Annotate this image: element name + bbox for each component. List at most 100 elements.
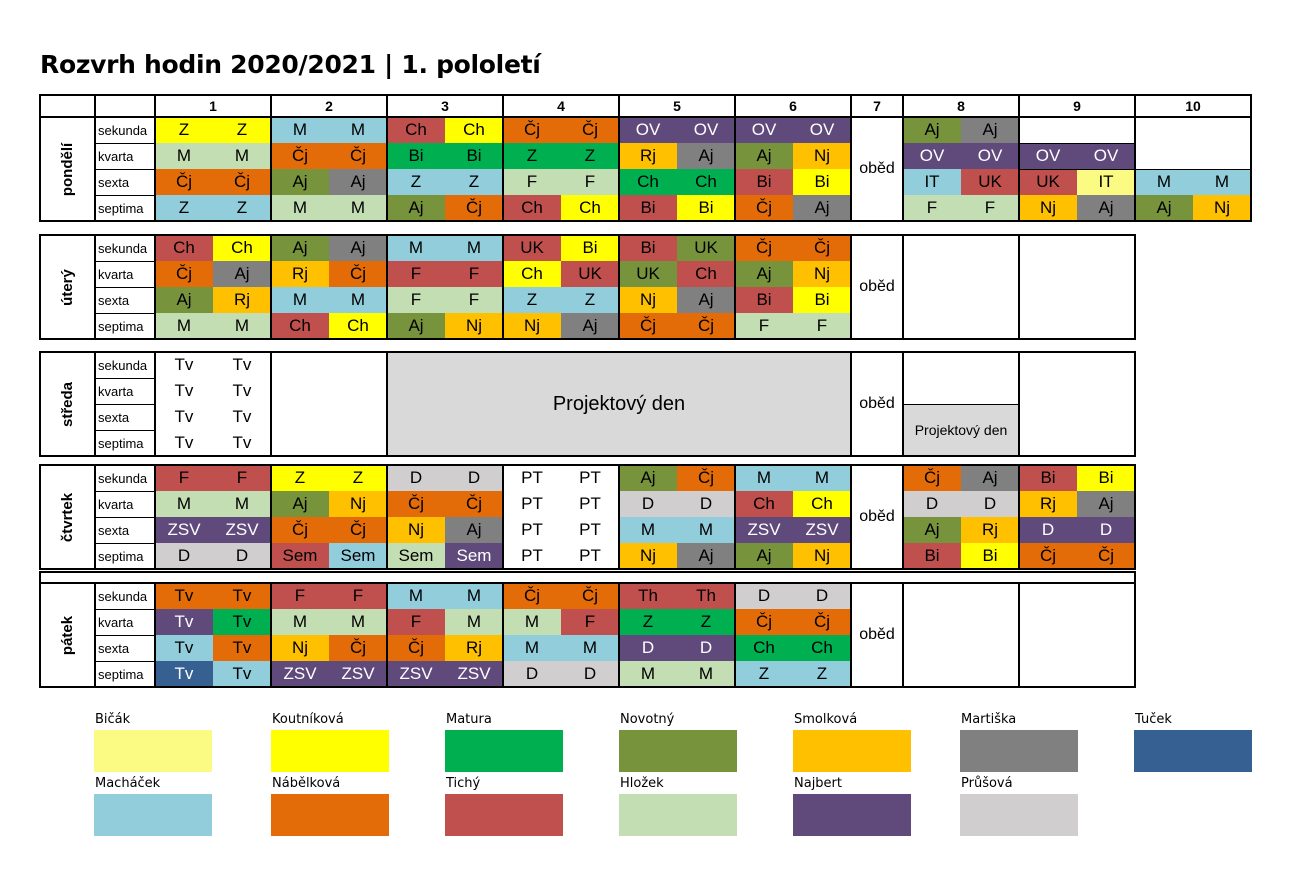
lesson-cell: Z: [503, 143, 561, 169]
class-label: septima: [98, 548, 144, 564]
lesson-cell: Nj: [387, 517, 445, 543]
lesson-cell: M: [387, 235, 445, 261]
lesson-cell: Nj: [1193, 195, 1251, 221]
lesson-cell: Z: [445, 169, 503, 195]
lesson-cell: PT: [503, 491, 561, 517]
class-label: sekunda: [98, 122, 148, 138]
lesson-cell: M: [213, 313, 271, 339]
grid-line: [95, 169, 155, 170]
lesson-cell: Ch: [271, 313, 329, 339]
grid-line: [618, 234, 620, 340]
day-label-text: úterý: [59, 268, 76, 306]
lesson-cell: Bi: [387, 143, 445, 169]
day-label-text: středa: [59, 381, 76, 427]
lesson-cell: Tv: [155, 635, 213, 661]
lesson-cell: ZSV: [329, 661, 387, 687]
legend-teacher-name: Hložek: [620, 776, 664, 791]
lesson-cell: Ch: [735, 491, 793, 517]
period-header-8: 8: [957, 98, 965, 114]
class-label: sexta: [98, 174, 130, 190]
lesson-cell: Rj: [213, 287, 271, 313]
grid-line: [95, 261, 155, 262]
grid-line: [39, 94, 41, 118]
lunch-cell: oběd: [859, 278, 895, 295]
grid-line: [618, 582, 620, 688]
lunch-cell: oběd: [859, 508, 895, 525]
lesson-cell: Bi: [677, 195, 735, 221]
lesson-cell: PT: [561, 465, 619, 491]
lesson-cell: D: [155, 543, 213, 569]
lesson-cell: F: [793, 313, 851, 339]
lesson-cell: Th: [619, 583, 677, 609]
lesson-cell: PT: [561, 517, 619, 543]
lesson-cell: M: [155, 491, 213, 517]
lesson-cell: D: [1077, 517, 1135, 543]
lesson-cell: Sem: [387, 543, 445, 569]
lesson-cell: Rj: [961, 517, 1019, 543]
legend-color-swatch: [619, 730, 737, 772]
lesson-cell: UK: [1019, 169, 1077, 195]
grid-line: [40, 351, 1136, 353]
lesson-cell: Tv: [155, 404, 213, 430]
legend-teacher-name: Bičák: [95, 712, 131, 727]
grid-line: [95, 378, 155, 379]
lesson-cell: ZSV: [793, 517, 851, 543]
lesson-cell: D: [793, 583, 851, 609]
grid-line: [270, 464, 272, 570]
grid-line: [734, 234, 736, 340]
legend-color-swatch: [960, 730, 1078, 772]
lesson-cell: ZSV: [155, 517, 213, 543]
grid-line: [850, 116, 852, 222]
legend-teacher-name: Najbert: [794, 776, 842, 791]
grid-line: [40, 116, 1252, 118]
grid-line: [903, 404, 1019, 405]
legend-teacher-name: Smolková: [794, 712, 858, 727]
grid-line: [734, 464, 736, 570]
class-label: kvarta: [98, 266, 134, 282]
lesson-cell: Tv: [155, 609, 213, 635]
grid-line: [502, 582, 504, 688]
grid-line: [1018, 94, 1020, 118]
lesson-cell: Bi: [793, 287, 851, 313]
lesson-cell: PT: [561, 491, 619, 517]
lesson-cell: ZSV: [387, 661, 445, 687]
lesson-cell: Ch: [329, 313, 387, 339]
grid-line: [40, 571, 1136, 573]
grid-line: [95, 313, 155, 314]
lesson-cell: Bi: [619, 235, 677, 261]
grid-line: [154, 464, 156, 570]
lesson-cell: M: [561, 635, 619, 661]
lesson-cell: Ch: [445, 117, 503, 143]
lesson-cell: Čj: [503, 117, 561, 143]
lesson-cell: Tv: [213, 352, 271, 378]
lesson-cell: Ch: [561, 195, 619, 221]
lesson-cell: Bi: [561, 235, 619, 261]
lesson-cell: UK: [503, 235, 561, 261]
grid-line: [39, 116, 41, 222]
grid-line: [1018, 464, 1020, 570]
lesson-cell: Čj: [329, 517, 387, 543]
grid-line: [95, 195, 155, 196]
lesson-cell: Čj: [793, 235, 851, 261]
lesson-cell: Čj: [329, 635, 387, 661]
lesson-cell: Čj: [1077, 543, 1135, 569]
period-header-5: 5: [673, 98, 681, 114]
lesson-cell: Aj: [445, 517, 503, 543]
legend-color-swatch: [94, 730, 212, 772]
lesson-cell: Čj: [445, 195, 503, 221]
lesson-cell: ZSV: [213, 517, 271, 543]
lesson-cell: UK: [619, 261, 677, 287]
lesson-cell: M: [445, 235, 503, 261]
grid-line: [850, 234, 852, 340]
lesson-cell: Aj: [561, 313, 619, 339]
lesson-cell: Bi: [1019, 465, 1077, 491]
lesson-cell: D: [677, 491, 735, 517]
lesson-cell: PT: [561, 543, 619, 569]
lesson-cell: D: [961, 491, 1019, 517]
lesson-cell: M: [213, 491, 271, 517]
legend-color-swatch: [960, 794, 1078, 836]
grid-line: [39, 351, 41, 457]
day-label-text: čtvrtek: [58, 492, 76, 542]
lesson-cell: Ch: [503, 261, 561, 287]
